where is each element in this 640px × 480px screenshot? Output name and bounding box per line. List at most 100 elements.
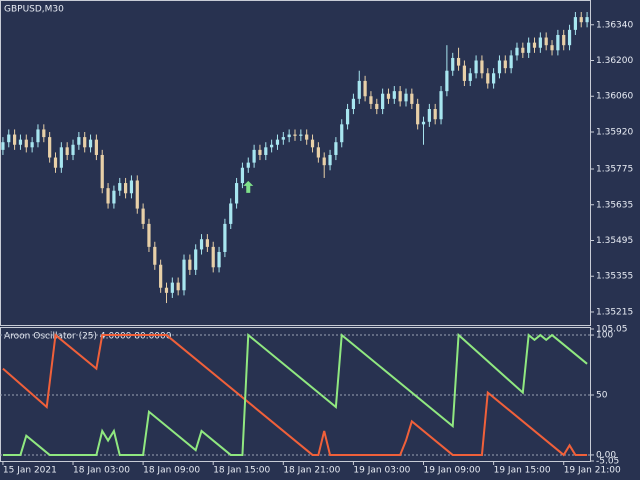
candle-body <box>421 121 426 125</box>
candle-body <box>176 282 180 291</box>
candle-body <box>229 203 233 224</box>
candle-body <box>351 98 356 110</box>
candle-body <box>392 91 396 99</box>
x-tick-label: 15 Jan 2021 <box>3 466 57 476</box>
candle-body <box>112 190 116 204</box>
candle-body <box>521 47 525 53</box>
y-tick-label: 1.36200 <box>596 56 633 66</box>
candle-body <box>141 208 145 224</box>
candle-body <box>18 139 23 145</box>
candle-body <box>328 154 332 166</box>
y-tick-label: 1.35635 <box>596 200 633 210</box>
candle-body <box>456 57 461 66</box>
candle-body <box>258 149 262 155</box>
candle-body <box>509 55 513 69</box>
oscillator-line <box>2 333 588 457</box>
candle-body <box>281 137 285 140</box>
y-tick-label: 1.35355 <box>596 272 633 282</box>
candle-body <box>305 134 309 140</box>
y-tick-label: 100 <box>596 331 613 341</box>
candle-body <box>404 93 408 102</box>
y-tick-label: 1.35920 <box>596 127 633 137</box>
candle-body <box>223 223 227 252</box>
candle-body <box>147 223 151 247</box>
candle-body <box>194 249 198 270</box>
candle-body <box>30 142 34 148</box>
candle-body <box>53 157 58 168</box>
candle-body <box>439 91 443 120</box>
candle-body <box>416 103 420 125</box>
candle-body <box>462 65 467 81</box>
candle-body <box>264 147 268 155</box>
candle-body <box>486 73 490 84</box>
candle-body <box>211 246 215 268</box>
candle-body <box>153 246 157 265</box>
candle-body <box>562 34 566 46</box>
candle-body <box>205 239 209 247</box>
candle-body <box>287 134 291 138</box>
chart-title: GBPUSD,M30 <box>4 5 64 15</box>
candle-body <box>100 154 104 189</box>
candle-body <box>170 282 174 293</box>
x-tick-label: 18 Jan 09:00 <box>143 466 200 476</box>
candle-body <box>182 259 186 291</box>
candle-body <box>334 142 338 155</box>
candle-body <box>480 60 484 74</box>
candle-body <box>573 17 578 30</box>
candle-body <box>492 73 496 84</box>
candle-body <box>36 129 40 143</box>
candle-body <box>497 60 502 74</box>
candle-body <box>188 259 192 270</box>
y-tick-label: 1.36060 <box>596 92 633 102</box>
candle-body <box>433 109 437 120</box>
y-tick-label: 50 <box>596 391 608 401</box>
candle-body <box>357 80 361 99</box>
candle-body <box>275 139 280 145</box>
candle-body <box>375 103 379 110</box>
candle-body <box>299 134 303 136</box>
candle-body <box>567 29 572 46</box>
y-tick-label: 1.36340 <box>596 20 633 30</box>
candle-body <box>240 167 245 184</box>
candle-body <box>293 134 297 136</box>
candle-body <box>123 183 128 194</box>
candle-body <box>252 149 256 163</box>
candle-body <box>363 80 367 97</box>
y-tick-label: 105.05 <box>596 325 628 335</box>
candle-body <box>7 134 11 143</box>
price-pane-frame <box>0 0 591 326</box>
candle-body <box>316 147 320 158</box>
oscillator-line <box>2 332 588 456</box>
candle-body <box>527 42 531 53</box>
candle-body <box>369 96 373 104</box>
candle-body <box>71 144 75 155</box>
y-tick-label: 1.35775 <box>596 165 633 175</box>
candle-body <box>474 60 478 74</box>
candle-body <box>94 139 98 155</box>
candle-body <box>48 137 52 158</box>
candle-body <box>42 129 46 138</box>
candle-body <box>24 139 28 148</box>
x-tick-label: 19 Jan 21:00 <box>564 466 621 476</box>
candle-body <box>164 287 169 293</box>
candle-body <box>451 57 455 71</box>
y-tick-label: 1.35495 <box>596 236 633 246</box>
x-tick-label: 18 Jan 21:00 <box>283 466 340 476</box>
candle-body <box>159 264 163 288</box>
candle-body <box>270 144 274 148</box>
candle-body <box>515 47 519 56</box>
candle-body <box>88 139 93 148</box>
candle-body <box>445 70 449 92</box>
candle-body <box>65 147 69 155</box>
candle-body <box>386 93 391 99</box>
y-tick-label: 1.35215 <box>596 307 633 317</box>
candle-body <box>550 45 554 51</box>
candle-body <box>585 17 589 23</box>
candle-body <box>340 124 344 143</box>
candle-body <box>129 180 134 194</box>
candle-body <box>135 180 139 209</box>
candle-body <box>468 73 472 81</box>
candle-body <box>12 134 17 145</box>
candle-body <box>538 37 542 48</box>
